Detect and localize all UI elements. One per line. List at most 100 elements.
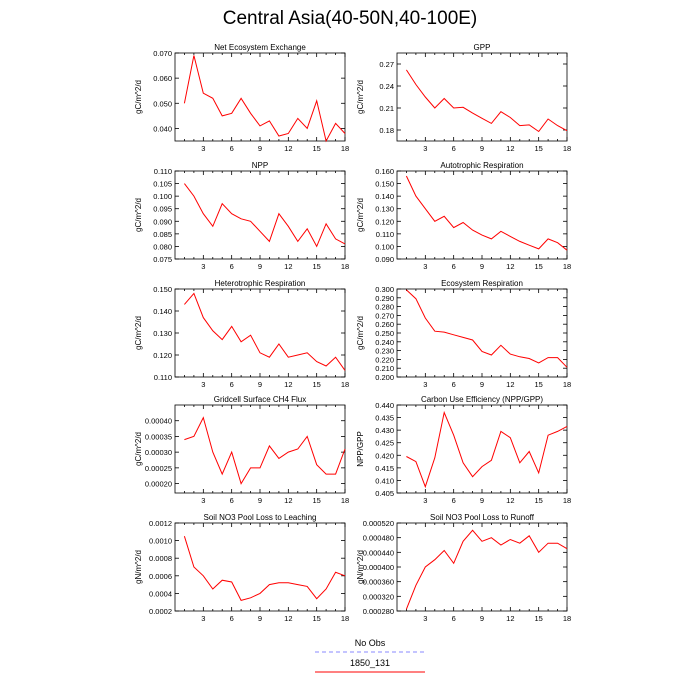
y-tick-label: 0.090 [375, 255, 394, 264]
y-tick-label: 0.000440 [363, 548, 394, 557]
x-tick-label: 9 [480, 262, 484, 271]
figure-title: Central Asia(40-50N,40-100E) [222, 8, 478, 29]
legend-label-no-obs: No Obs [355, 638, 386, 648]
y-tick-label: 0.00035 [145, 432, 172, 441]
x-tick-label: 6 [452, 380, 456, 389]
x-tick-label: 9 [480, 496, 484, 505]
x-tick-label: 9 [258, 496, 262, 505]
plot-frame [174, 170, 346, 260]
x-tick-label: 3 [201, 380, 205, 389]
y-tick-label: 0.270 [375, 311, 394, 320]
y-tick-label: 0.000360 [363, 578, 394, 587]
y-tick-label: 0.0008 [149, 554, 172, 563]
panel-title: GPP [474, 43, 491, 52]
y-tick-label: 0.080 [153, 242, 172, 251]
x-tick-label: 3 [201, 614, 205, 623]
x-tick-label: 6 [452, 614, 456, 623]
y-tick-label: 0.000400 [363, 563, 394, 572]
y-tick-label: 0.27 [379, 60, 394, 69]
x-tick-label: 3 [201, 496, 205, 505]
y-tick-label: 0.430 [375, 426, 394, 435]
y-tick-label: 0.21 [379, 104, 394, 113]
panel-title: Autotrophic Respiration [440, 161, 523, 170]
x-tick-label: 18 [563, 380, 571, 389]
plot-frame [174, 522, 346, 612]
series-line [184, 183, 346, 248]
y-tick-label: 0.230 [375, 347, 394, 356]
x-tick-label: 12 [284, 496, 292, 505]
x-tick-label: 6 [452, 262, 456, 271]
x-tick-label: 15 [312, 496, 320, 505]
x-tick-label: 6 [230, 262, 234, 271]
plot-frame [396, 522, 568, 612]
y-tick-label: 0.00030 [145, 448, 172, 457]
panel-title: Net Ecosystem Exchange [214, 43, 306, 52]
y-tick-label: 0.18 [379, 126, 394, 135]
y-tick-label: 0.140 [375, 192, 394, 201]
y-tick-label: 0.415 [375, 464, 394, 473]
y-tick-label: 0.0004 [149, 589, 172, 598]
x-tick-label: 18 [563, 144, 571, 153]
x-tick-label: 18 [341, 262, 349, 271]
legend-label-run: 1850_131 [350, 658, 390, 668]
y-tick-label: 0.00040 [145, 417, 172, 426]
y-tick-label: 0.290 [375, 294, 394, 303]
y-axis-label: gC/m^2/d [134, 432, 143, 466]
x-tick-label: 9 [258, 262, 262, 271]
x-tick-label: 15 [534, 496, 542, 505]
y-tick-label: 0.160 [375, 167, 394, 176]
x-tick-label: 6 [230, 496, 234, 505]
x-tick-label: 9 [258, 614, 262, 623]
y-axis-label: gC/m^2/d [134, 198, 143, 232]
y-axis-label: gC/m^2/d [356, 316, 365, 350]
x-tick-label: 9 [258, 144, 262, 153]
series-line [183, 55, 346, 143]
y-axis-label: gC/m^2/d [356, 80, 365, 114]
y-axis-label: gC/m^2/d [134, 80, 143, 114]
y-tick-label: 0.420 [375, 451, 394, 460]
y-tick-label: 0.0010 [149, 537, 172, 546]
legend: No Obs 1850_131 [300, 636, 440, 685]
x-tick-label: 15 [312, 144, 320, 153]
x-tick-label: 15 [312, 614, 320, 623]
y-tick-label: 0.050 [153, 99, 172, 108]
plot-frame [174, 288, 346, 378]
x-tick-label: 3 [201, 144, 205, 153]
y-tick-label: 0.110 [154, 373, 172, 382]
y-tick-label: 0.410 [375, 476, 394, 485]
y-tick-label: 0.405 [375, 489, 394, 498]
panel-title: Ecosystem Respiration [441, 279, 523, 288]
x-tick-label: 18 [341, 496, 349, 505]
y-tick-label: 0.200 [375, 373, 394, 382]
x-tick-label: 18 [563, 496, 571, 505]
y-tick-label: 0.000320 [363, 592, 394, 601]
y-tick-label: 0.110 [154, 167, 172, 176]
x-tick-label: 12 [506, 380, 514, 389]
series-line [184, 416, 346, 485]
plot-frame [396, 288, 568, 378]
y-tick-label: 0.130 [153, 329, 172, 338]
y-axis-label: gC/m^2/d [134, 316, 143, 350]
chart-panels: Net Ecosystem Exchange 0.040 0.050 0.060 0.0… [134, 43, 571, 623]
x-tick-label: 15 [312, 380, 320, 389]
panel-0: Net Ecosystem Exchange 0.040 0.050 0.060 0.0… [134, 43, 349, 153]
y-tick-label: 0.425 [375, 439, 394, 448]
y-tick-label: 0.090 [153, 217, 172, 226]
panel-title: Heterotrophic Respiration [215, 279, 306, 288]
x-tick-label: 9 [480, 380, 484, 389]
series-line [405, 69, 568, 133]
y-tick-label: 0.210 [375, 364, 394, 373]
y-tick-label: 0.0006 [149, 572, 172, 581]
y-tick-label: 0.120 [375, 217, 394, 226]
y-tick-label: 0.110 [376, 230, 394, 239]
panel-1: GPP 0.18 0.21 0.24 0.27 3 6 9 12 15 18 gC/m^2/d [356, 43, 571, 153]
x-tick-label: 3 [423, 614, 427, 623]
y-tick-label: 0.435 [375, 414, 394, 423]
panel-7: Carbon Use Efficiency (NPP/GPP) 0.405 0.41… [356, 395, 571, 505]
x-tick-label: 15 [534, 144, 542, 153]
y-tick-label: 0.000280 [363, 607, 394, 616]
y-tick-label: 0.0012 [149, 519, 172, 528]
x-tick-label: 12 [506, 614, 514, 623]
x-tick-label: 15 [534, 262, 542, 271]
y-tick-label: 0.240 [375, 338, 394, 347]
